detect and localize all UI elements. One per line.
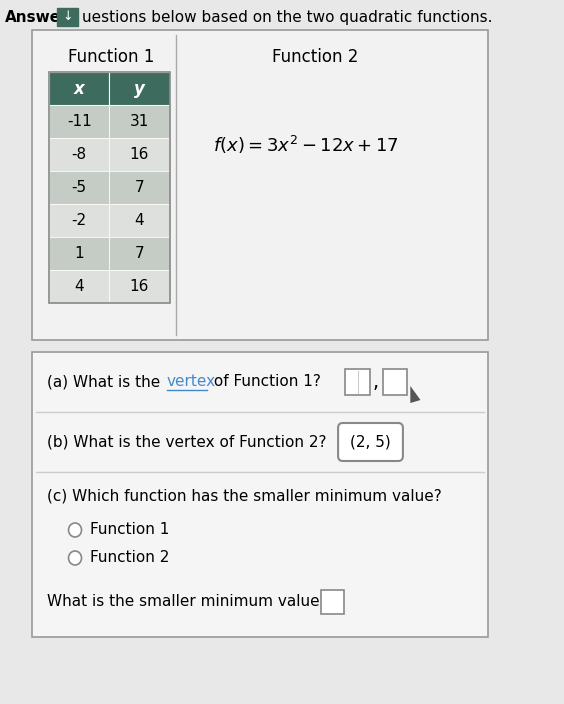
- FancyBboxPatch shape: [321, 590, 343, 614]
- Text: 4: 4: [74, 279, 84, 294]
- Text: ↓: ↓: [63, 11, 73, 23]
- Text: (2, 5): (2, 5): [350, 434, 391, 449]
- Text: 31: 31: [130, 114, 149, 129]
- Text: -11: -11: [67, 114, 91, 129]
- FancyBboxPatch shape: [49, 237, 109, 270]
- Text: x: x: [74, 80, 85, 97]
- FancyBboxPatch shape: [49, 72, 109, 105]
- Text: -2: -2: [72, 213, 87, 228]
- FancyBboxPatch shape: [49, 204, 109, 237]
- Circle shape: [69, 551, 82, 565]
- FancyBboxPatch shape: [109, 72, 170, 105]
- FancyBboxPatch shape: [109, 138, 170, 171]
- FancyBboxPatch shape: [32, 352, 488, 637]
- Text: -5: -5: [72, 180, 87, 195]
- Text: Answer: Answer: [5, 10, 68, 25]
- FancyBboxPatch shape: [58, 8, 78, 26]
- Text: 7: 7: [135, 246, 144, 261]
- Text: vertex: vertex: [167, 375, 216, 389]
- FancyBboxPatch shape: [382, 369, 407, 395]
- FancyBboxPatch shape: [49, 270, 109, 303]
- Text: 4: 4: [135, 213, 144, 228]
- Text: (b) What is the vertex of Function 2?: (b) What is the vertex of Function 2?: [47, 434, 327, 449]
- Text: 7: 7: [135, 180, 144, 195]
- FancyBboxPatch shape: [109, 204, 170, 237]
- Text: 16: 16: [130, 147, 149, 162]
- FancyBboxPatch shape: [49, 105, 109, 138]
- FancyBboxPatch shape: [109, 171, 170, 204]
- Text: -8: -8: [72, 147, 87, 162]
- Polygon shape: [411, 386, 421, 403]
- FancyBboxPatch shape: [49, 138, 109, 171]
- Text: Function 2: Function 2: [272, 48, 358, 66]
- Circle shape: [69, 523, 82, 537]
- Text: (a) What is the: (a) What is the: [47, 375, 165, 389]
- FancyBboxPatch shape: [49, 171, 109, 204]
- FancyBboxPatch shape: [32, 30, 488, 340]
- Text: y: y: [134, 80, 145, 97]
- Text: (c) Which function has the smaller minimum value?: (c) Which function has the smaller minim…: [47, 489, 442, 503]
- FancyBboxPatch shape: [109, 270, 170, 303]
- FancyBboxPatch shape: [338, 423, 403, 461]
- Text: uestions below based on the two quadratic functions.: uestions below based on the two quadrati…: [82, 10, 492, 25]
- Text: $f(x) = 3x^2 - 12x + 17$: $f(x) = 3x^2 - 12x + 17$: [213, 134, 399, 156]
- FancyBboxPatch shape: [346, 369, 369, 395]
- Text: ,: ,: [373, 372, 379, 391]
- Text: Function 2: Function 2: [90, 551, 169, 565]
- Text: Function 1: Function 1: [68, 48, 155, 66]
- Text: What is the smaller minimum value?: What is the smaller minimum value?: [47, 594, 328, 610]
- Text: 16: 16: [130, 279, 149, 294]
- FancyBboxPatch shape: [109, 105, 170, 138]
- Text: 1: 1: [74, 246, 84, 261]
- Text: of Function 1?: of Function 1?: [209, 375, 321, 389]
- Text: Function 1: Function 1: [90, 522, 169, 537]
- FancyBboxPatch shape: [109, 237, 170, 270]
